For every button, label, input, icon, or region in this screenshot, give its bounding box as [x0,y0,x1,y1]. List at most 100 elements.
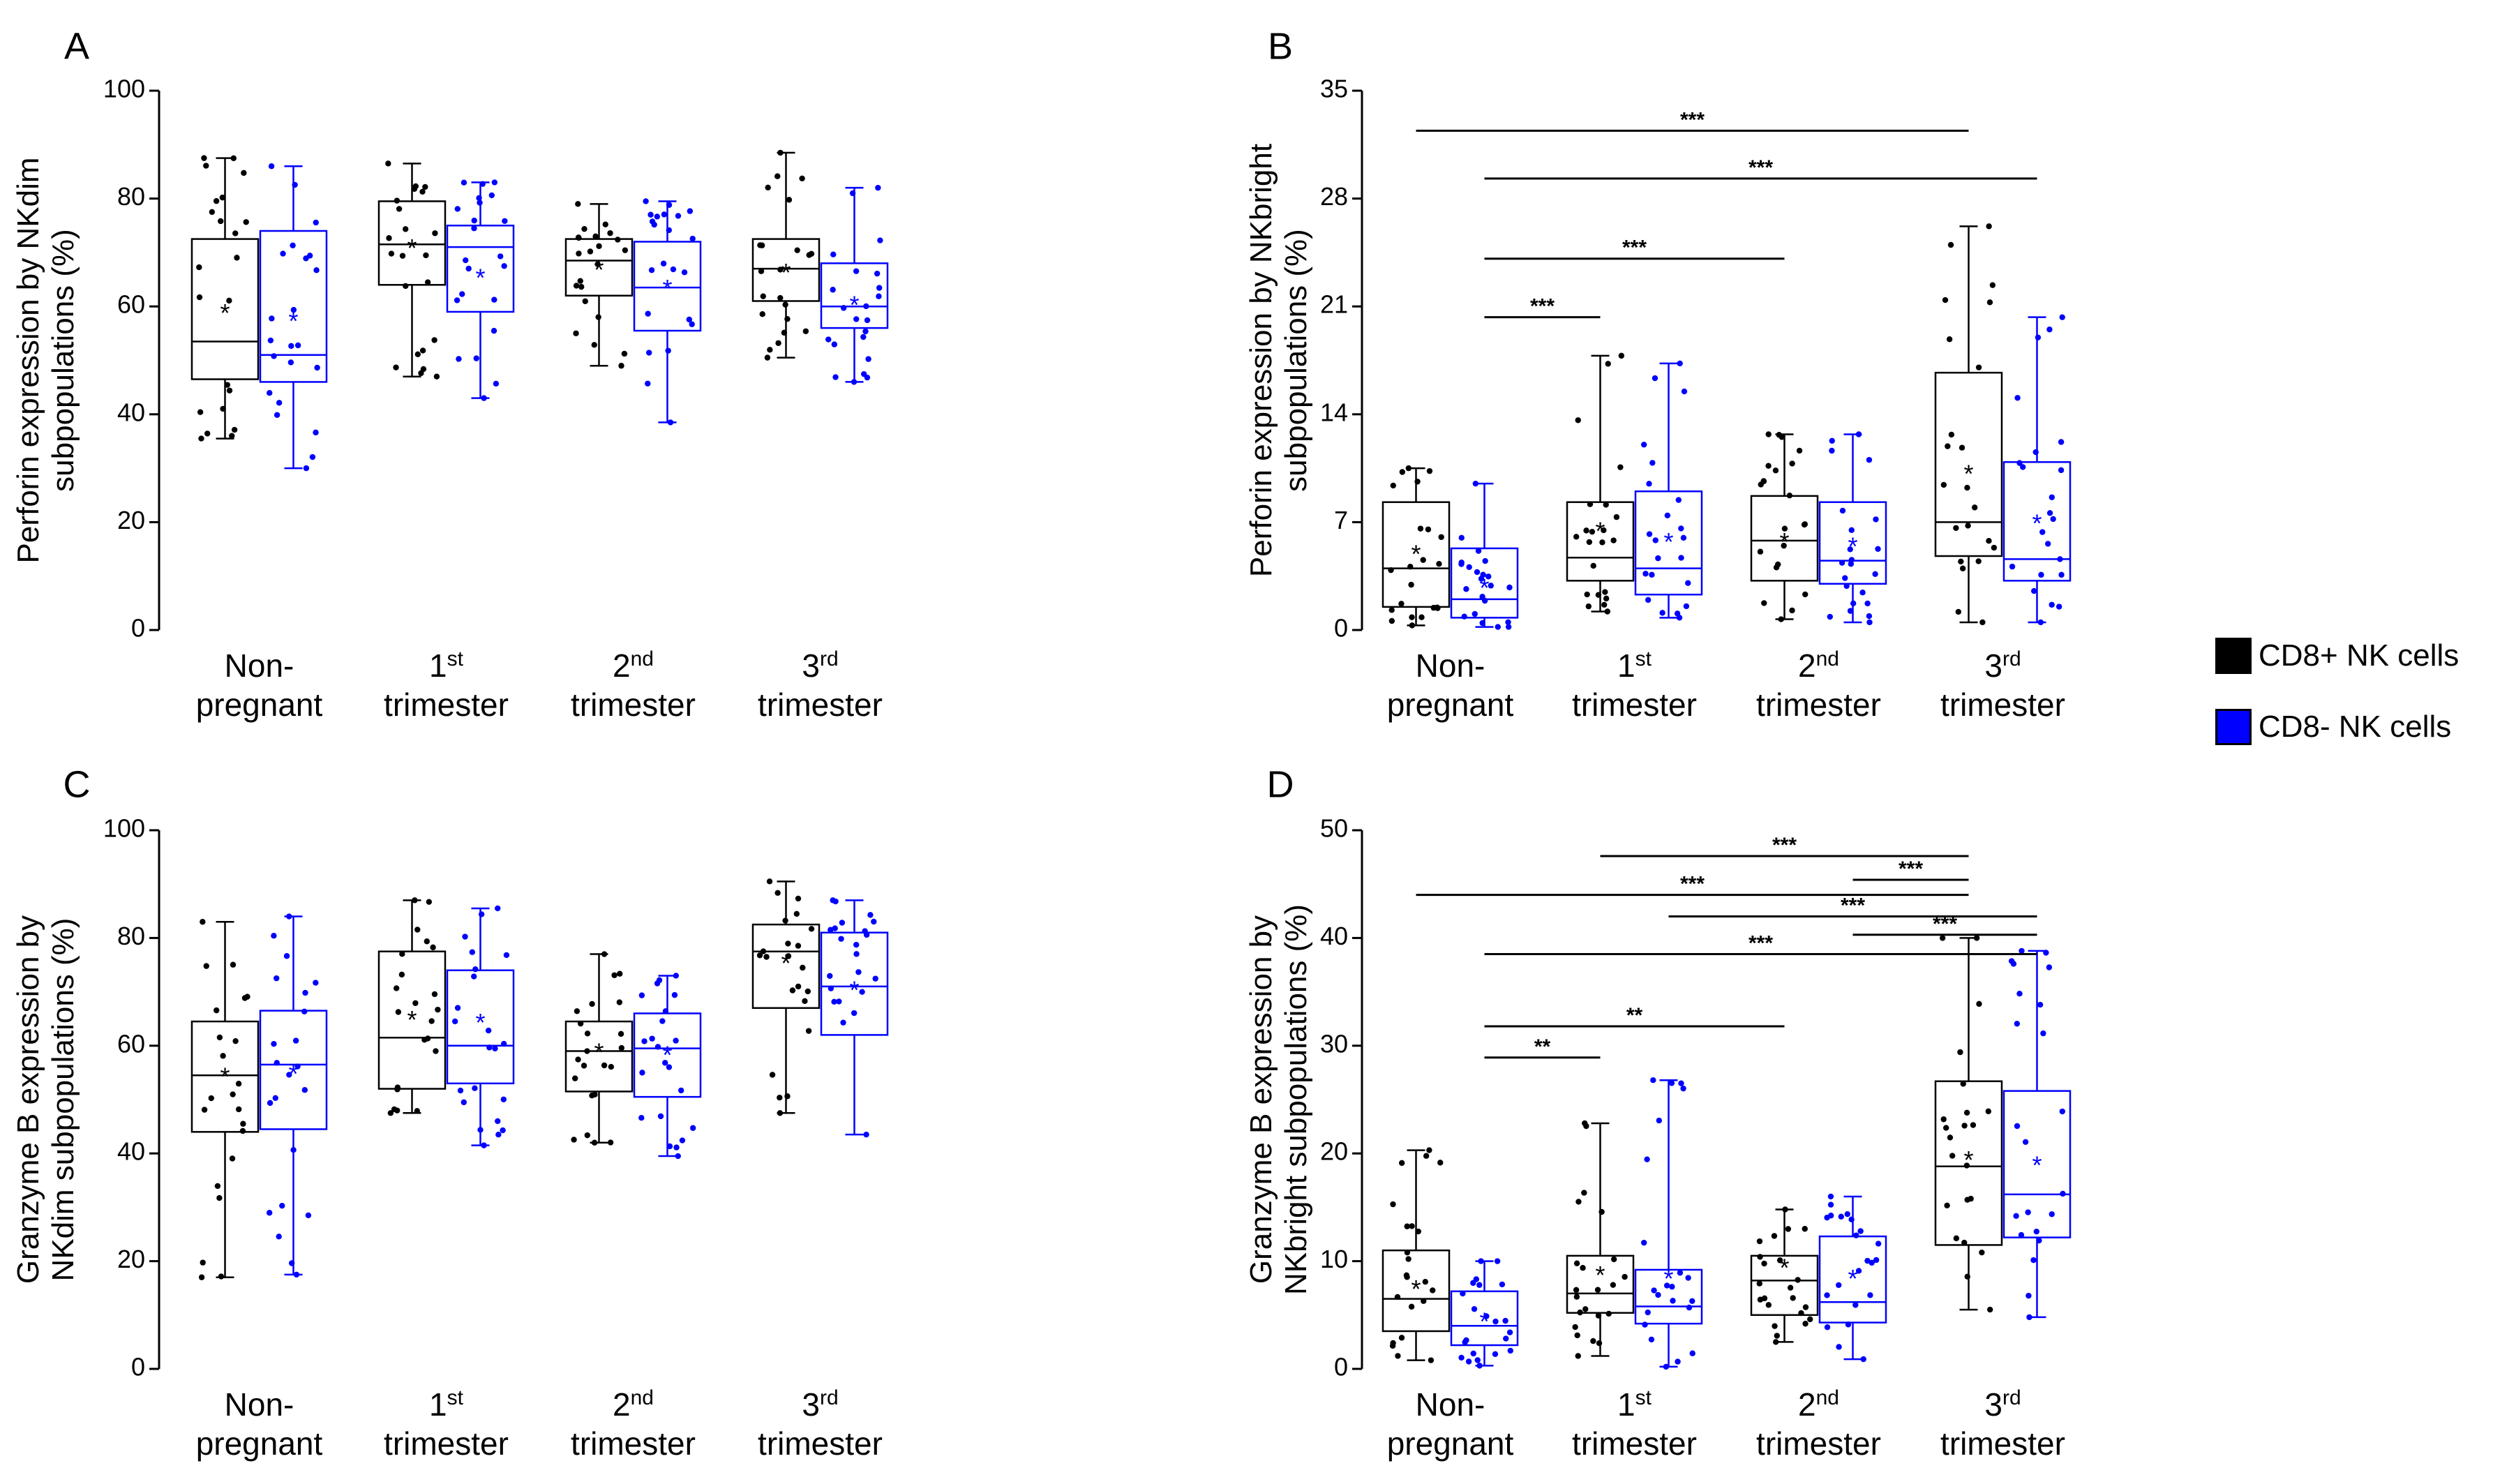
data-point [1590,562,1596,569]
data-point [646,350,652,356]
data-point [214,1183,221,1190]
y-tick-label: 60 [117,290,145,319]
significance-label: *** [1899,857,1923,880]
y-tick-label: 28 [1320,182,1348,211]
data-point [1603,502,1609,508]
data-point [459,291,465,297]
data-point [1583,527,1589,534]
mean-marker: * [1479,1307,1489,1336]
data-point [1503,1335,1509,1342]
data-point [1594,1287,1601,1293]
data-point [686,316,692,323]
data-point [673,973,680,979]
data-point [1782,1206,1788,1213]
data-point [1675,1358,1681,1365]
data-point [1463,586,1469,592]
data-point [1659,610,1665,616]
data-point [1848,527,1855,534]
data-point [767,347,773,353]
data-point [1957,1049,1963,1056]
data-point [402,226,409,232]
data-point [1388,617,1395,624]
data-point [764,354,771,361]
data-point [673,1144,680,1151]
data-point [426,899,433,905]
box-cd8-pos: * [190,919,260,1280]
data-point [665,347,671,354]
data-point [1580,1265,1586,1271]
data-point [454,206,460,212]
data-point [457,1087,464,1094]
data-point [645,380,651,387]
data-point [1409,1223,1415,1229]
data-point [645,310,651,317]
data-point [1415,1228,1422,1235]
data-point [1761,600,1767,606]
data-point [1829,437,1835,444]
data-point [1689,1350,1695,1356]
data-point [601,1062,608,1069]
data-point [414,351,421,358]
data-point [1604,608,1611,615]
data-point [1829,447,1835,454]
data-point [2016,460,2023,466]
data-point [1875,546,1881,552]
data-point [302,989,308,996]
data-point [424,938,430,945]
data-point [1417,525,1424,532]
data-point [481,395,487,401]
data-point [395,1009,402,1015]
data-point [1986,299,1993,306]
data-point [679,1137,686,1144]
data-point [832,374,839,380]
data-point [1959,565,1966,571]
data-point [838,936,844,942]
data-point [1582,1306,1589,1312]
y-tick-label: 21 [1320,290,1348,319]
box-iqr [751,923,821,1010]
data-point [1866,613,1873,620]
data-point [638,1114,645,1121]
data-point [1650,1077,1656,1084]
data-point [492,1045,498,1052]
data-point [853,316,860,322]
data-point [1986,538,1992,544]
data-point [832,898,839,905]
data-point [201,1107,208,1113]
data-point [1589,528,1596,535]
data-point [1423,1153,1430,1159]
data-point [267,389,273,396]
data-point [1758,481,1764,488]
data-point [1610,537,1617,544]
data-point [454,1005,461,1011]
box-iqr [1934,1080,2003,1246]
data-point [591,1139,598,1146]
data-point [808,926,815,932]
y-tick-label: 0 [131,614,145,643]
data-point [2030,1257,2037,1264]
data-point [659,1018,666,1024]
data-point [1824,1324,1831,1331]
data-point [1436,560,1442,567]
data-point [596,243,602,249]
data-point [1502,1317,1508,1324]
data-point [867,912,874,918]
data-point [286,913,292,920]
data-point [1663,1363,1670,1370]
data-point [1991,544,1998,551]
data-point [303,465,310,472]
mean-marker: * [1411,1275,1421,1303]
data-point [1668,1080,1675,1086]
data-point [1598,1208,1605,1215]
data-point [851,1010,858,1017]
data-point [1407,564,1414,570]
box-iqr [1750,495,1819,582]
data-point [1985,1108,1992,1115]
data-point [1973,935,1980,941]
data-point [2046,964,2053,970]
data-point [577,1020,584,1027]
data-point [477,200,483,206]
data-point [1845,1321,1852,1328]
data-point [876,293,882,299]
data-point [2026,1314,2032,1321]
